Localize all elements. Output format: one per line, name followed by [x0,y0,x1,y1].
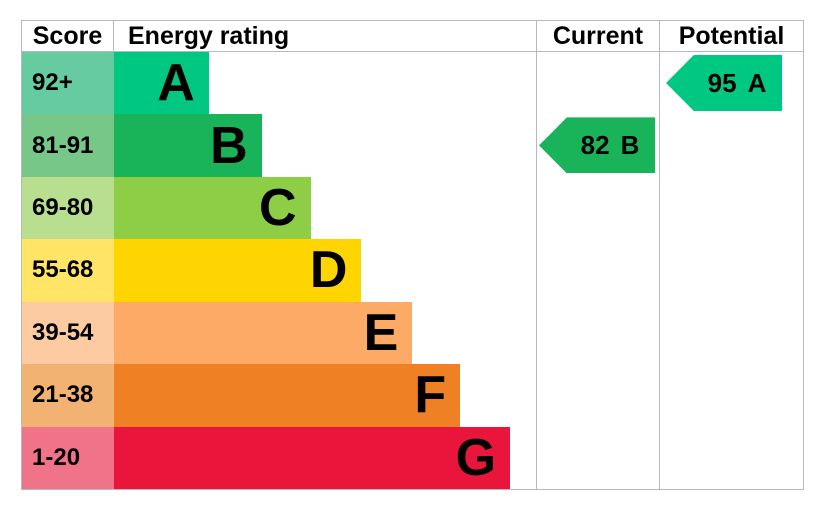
current-column: 82 B [537,52,660,489]
potential-rating-value: 95 [707,68,737,98]
score-cell-c: 69-80 [22,176,114,240]
score-cell-b: 81-91 [22,114,114,177]
score-cell-f: 21-38 [22,364,114,427]
header-score: Score [22,21,114,51]
score-column: 92+ 81-91 69-80 55-68 39-54 21-38 1-20 [22,52,114,489]
potential-rating-letter: A [747,68,767,98]
score-cell-a: 92+ [22,52,114,115]
header-potential: Potential [678,21,785,50]
header-energy-rating: Energy rating [114,21,537,51]
current-rating-arrow: 82 B [539,117,655,174]
energy-band-bar-c: C [114,176,311,240]
energy-band-bar-g: G [114,426,511,489]
energy-band-bar-a: A [114,52,209,115]
epc-rating-table: Score Energy rating Current Potential 92… [21,20,804,490]
header-current: Current [537,21,660,51]
current-rating-value: 82 [580,130,610,161]
energy-band-bar-b: B [114,114,262,177]
energy-band-bar-f: F [114,364,461,427]
current-rating-letter: B [620,130,640,161]
score-cell-d: 55-68 [22,239,114,302]
energy-band-bar-e: E [114,301,413,365]
energy-band-bar-d: D [114,239,362,302]
potential-column: 95 A [660,52,803,489]
potential-rating-arrow: 95 A [666,55,782,111]
score-cell-g: 1-20 [22,426,114,489]
score-cell-e: 39-54 [22,301,114,365]
table-header-row: Score Energy rating Current Potential [22,21,803,52]
